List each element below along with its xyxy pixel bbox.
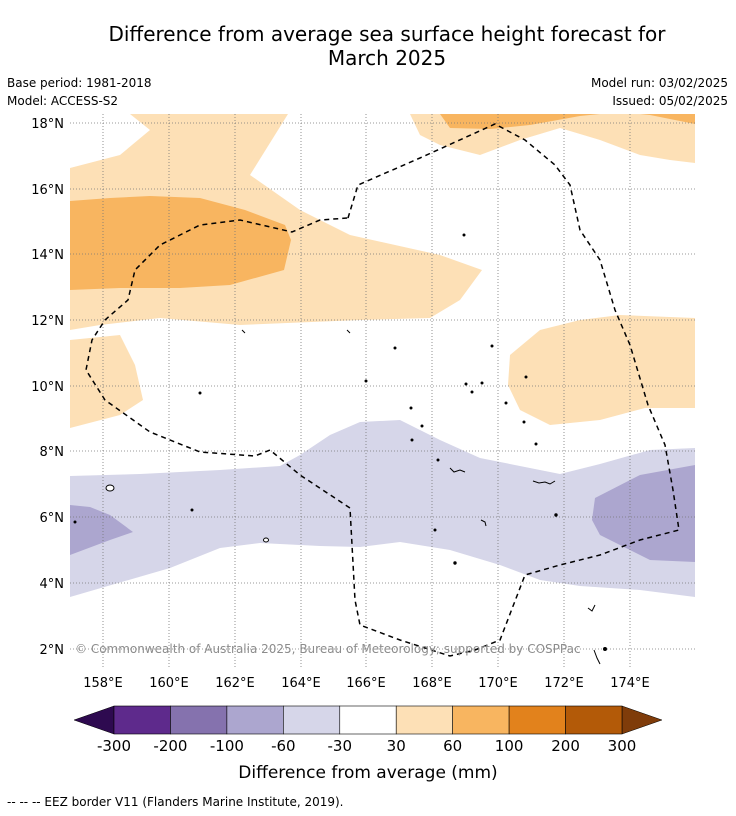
colorbar-bin [395,705,453,735]
colorbar-tick-label: -100 [210,737,244,755]
contour-purple-mid-west [70,505,133,555]
colorbar-over-arrow [621,705,663,735]
lon-label: 174°E [610,676,650,691]
title-line-2: March 2025 [327,46,447,70]
eez-footnote: -- -- -- EEZ border V11 (Flanders Marine… [7,795,344,809]
model-run: Model run: 03/02/2025 [590,76,728,90]
islands [73,233,607,665]
colorbar-tick-label: -30 [328,737,353,755]
contour-purple-mid-east [592,465,695,562]
colorbar-bin [226,705,284,735]
colorbar-tick-label: 60 [443,737,462,755]
colorbar-tick-label: -300 [97,737,131,755]
colorbar-bin [170,705,228,735]
lat-label: 10°N [31,380,64,395]
lon-label: 164°E [281,676,321,691]
eez-border [85,123,680,657]
title-line-1: Difference from average sea surface heig… [108,22,666,46]
lon-label: 166°E [346,676,386,691]
model-name: Model: ACCESS-S2 [7,94,119,108]
lat-label: 14°N [31,248,64,263]
colorbar-tick-label: -200 [153,737,187,755]
lon-label: 170°E [478,676,518,691]
colorbar-bin [452,705,510,735]
lon-label: 160°E [149,676,189,691]
colorbar-tick-label: 300 [608,737,637,755]
lon-label: 168°E [412,676,452,691]
lat-label: 2°N [40,643,65,658]
colorbar-tick-label: 200 [551,737,580,755]
contour-orange-light-west [70,335,143,428]
lat-labels: 18°N 16°N 14°N 12°N 10°N 8°N 6°N 4°N 2°N [31,117,64,658]
colorbar-bin [283,705,341,735]
chart-title: Difference from average sea surface heig… [0,22,736,70]
lon-label: 172°E [544,676,584,691]
lon-labels: 158°E 160°E 162°E 164°E 166°E 168°E 170°… [83,676,650,691]
gridlines [70,114,695,668]
lon-label: 162°E [215,676,255,691]
lat-label: 18°N [31,117,64,132]
colorbar-bin [565,705,623,735]
contour-orange-mid-ne [440,114,695,129]
lat-label: 16°N [31,183,64,198]
colorbar-bin [508,705,566,735]
lat-label: 6°N [40,511,65,526]
copyright-text: © Commonwealth of Australia 2025, Bureau… [75,642,581,656]
colorbar-bin [339,705,397,735]
contour-orange-mid-west [70,196,291,290]
meta-left: Base period: 1981-2018 Model: ACCESS-S2 [7,74,152,110]
contour-orange-light-east [508,315,695,425]
lat-label: 8°N [40,445,65,460]
colorbar: -300 -200 -100 -60 -30 30 60 100 200 300 Differen… [73,705,663,783]
contour-purple-light-band [70,420,695,597]
lat-label: 12°N [31,314,64,329]
base-period: Base period: 1981-2018 [7,76,152,90]
colorbar-label: Difference from average (mm) [238,763,497,783]
colorbar-bin [113,705,171,735]
colorbar-tick-label: 100 [495,737,524,755]
lat-label: 4°N [40,577,65,592]
meta-right: Model run: 03/02/2025 Issued: 05/02/2025 [591,74,728,110]
colorbar-tick-labels: -300 -200 -100 -60 -30 30 60 100 200 300 [97,737,636,755]
colorbar-bins [113,705,623,735]
colorbar-tick-label: -60 [271,737,296,755]
map-plot-area: © Commonwealth of Australia 2025, Bureau… [70,114,695,668]
lon-label: 158°E [83,676,123,691]
issued-date: Issued: 05/02/2025 [612,94,728,108]
colorbar-tick-label: 30 [387,737,406,755]
colorbar-under-arrow [73,705,115,735]
